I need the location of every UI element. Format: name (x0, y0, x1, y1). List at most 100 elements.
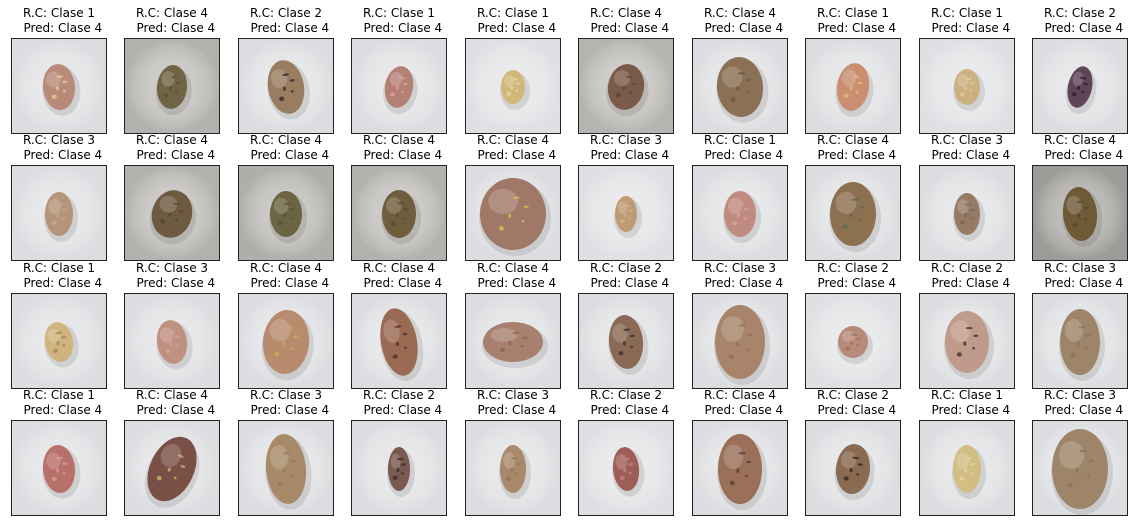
potato-photo (124, 293, 220, 389)
potato-photo (919, 420, 1015, 516)
panel-prediction-label: Pred: Clase 4 (809, 403, 897, 417)
panel-true-class-label: R.C: Clase 4 (476, 133, 550, 147)
panel-true-class-label: R.C: Clase 4 (135, 388, 209, 402)
panel-prediction-label: Pred: Clase 4 (1036, 403, 1124, 417)
panel-prediction-label: Pred: Clase 4 (582, 148, 670, 162)
panel-prediction-label: Pred: Clase 4 (469, 148, 557, 162)
panel-prediction-label: Pred: Clase 4 (582, 21, 670, 35)
potato-photo (692, 420, 788, 516)
potato-photo (919, 293, 1015, 389)
panel-true-class-label: R.C: Clase 2 (816, 261, 890, 275)
panel-prediction-label: Pred: Clase 4 (469, 276, 557, 290)
potato-photo (578, 165, 674, 261)
panel-prediction-label: Pred: Clase 4 (696, 403, 784, 417)
panel-prediction-label: Pred: Clase 4 (355, 403, 443, 417)
potato-photo (919, 165, 1015, 261)
potato-photo (238, 165, 334, 261)
panel-true-class-label: R.C: Clase 1 (930, 388, 1004, 402)
potato-photo (805, 38, 901, 134)
potato-photo (692, 38, 788, 134)
panel-prediction-label: Pred: Clase 4 (582, 276, 670, 290)
potato-photo (919, 38, 1015, 134)
panel-true-class-label: R.C: Clase 3 (249, 388, 323, 402)
potato-photo (1032, 420, 1128, 516)
potato-photo (578, 420, 674, 516)
panel-prediction-label: Pred: Clase 4 (809, 148, 897, 162)
panel-true-class-label: R.C: Clase 4 (249, 133, 323, 147)
panel-prediction-label: Pred: Clase 4 (923, 148, 1011, 162)
panel-prediction-label: Pred: Clase 4 (128, 148, 216, 162)
panel-true-class-label: R.C: Clase 2 (1043, 6, 1117, 20)
panel-prediction-label: Pred: Clase 4 (15, 148, 103, 162)
panel-prediction-label: Pred: Clase 4 (923, 21, 1011, 35)
panel-true-class-label: R.C: Clase 2 (930, 261, 1004, 275)
panel-prediction-label: Pred: Clase 4 (809, 276, 897, 290)
panel-prediction-label: Pred: Clase 4 (355, 276, 443, 290)
panel-prediction-label: Pred: Clase 4 (696, 148, 784, 162)
potato-photo (351, 420, 447, 516)
potato-photo (124, 420, 220, 516)
panel-prediction-label: Pred: Clase 4 (242, 276, 330, 290)
panel-true-class-label: R.C: Clase 2 (249, 6, 323, 20)
panel-true-class-label: R.C: Clase 3 (1043, 388, 1117, 402)
panel-true-class-label: R.C: Clase 2 (362, 388, 436, 402)
panel-prediction-label: Pred: Clase 4 (242, 148, 330, 162)
panel-prediction-label: Pred: Clase 4 (469, 403, 557, 417)
potato-photo (124, 165, 220, 261)
panel-true-class-label: R.C: Clase 4 (589, 6, 663, 20)
panel-true-class-label: R.C: Clase 4 (362, 261, 436, 275)
potato-photo (11, 165, 107, 261)
panel-prediction-label: Pred: Clase 4 (1036, 21, 1124, 35)
panel-prediction-label: Pred: Clase 4 (1036, 148, 1124, 162)
panel-true-class-label: R.C: Clase 1 (22, 261, 96, 275)
potato-photo (692, 293, 788, 389)
panel-prediction-label: Pred: Clase 4 (128, 403, 216, 417)
panel-true-class-label: R.C: Clase 3 (1043, 261, 1117, 275)
panel-true-class-label: R.C: Clase 2 (816, 388, 890, 402)
potato-photo (465, 293, 561, 389)
panel-prediction-label: Pred: Clase 4 (15, 276, 103, 290)
panel-true-class-label: R.C: Clase 1 (22, 388, 96, 402)
potato-photo (238, 293, 334, 389)
panel-prediction-label: Pred: Clase 4 (923, 403, 1011, 417)
panel-prediction-label: Pred: Clase 4 (242, 403, 330, 417)
potato-photo (11, 293, 107, 389)
potato-photo (351, 38, 447, 134)
panel-true-class-label: R.C: Clase 2 (589, 261, 663, 275)
panel-true-class-label: R.C: Clase 3 (589, 133, 663, 147)
potato-photo (11, 38, 107, 134)
panel-prediction-label: Pred: Clase 4 (15, 21, 103, 35)
potato-photo (1032, 165, 1128, 261)
panel-true-class-label: R.C: Clase 3 (22, 133, 96, 147)
panel-true-class-label: R.C: Clase 1 (816, 6, 890, 20)
panel-true-class-label: R.C: Clase 1 (930, 6, 1004, 20)
potato-photo (578, 293, 674, 389)
panel-true-class-label: R.C: Clase 3 (135, 261, 209, 275)
potato-photo (805, 420, 901, 516)
potato-photo (465, 420, 561, 516)
panel-true-class-label: R.C: Clase 4 (135, 133, 209, 147)
panel-prediction-label: Pred: Clase 4 (469, 21, 557, 35)
potato-photo (1032, 293, 1128, 389)
panel-prediction-label: Pred: Clase 4 (128, 276, 216, 290)
potato-photo (465, 165, 561, 261)
potato-photo (1032, 38, 1128, 134)
panel-true-class-label: R.C: Clase 2 (589, 388, 663, 402)
panel-true-class-label: R.C: Clase 4 (476, 261, 550, 275)
panel-true-class-label: R.C: Clase 1 (703, 133, 777, 147)
potato-photo (692, 165, 788, 261)
panel-prediction-label: Pred: Clase 4 (242, 21, 330, 35)
potato-photo (351, 293, 447, 389)
potato-photo (11, 420, 107, 516)
panel-prediction-label: Pred: Clase 4 (809, 21, 897, 35)
potato-photo (238, 420, 334, 516)
panel-true-class-label: R.C: Clase 1 (362, 6, 436, 20)
panel-prediction-label: Pred: Clase 4 (923, 276, 1011, 290)
panel-true-class-label: R.C: Clase 4 (703, 6, 777, 20)
panel-prediction-label: Pred: Clase 4 (355, 148, 443, 162)
potato-photo (805, 293, 901, 389)
potato-photo (578, 38, 674, 134)
panel-true-class-label: R.C: Clase 3 (703, 261, 777, 275)
potato-photo (465, 38, 561, 134)
